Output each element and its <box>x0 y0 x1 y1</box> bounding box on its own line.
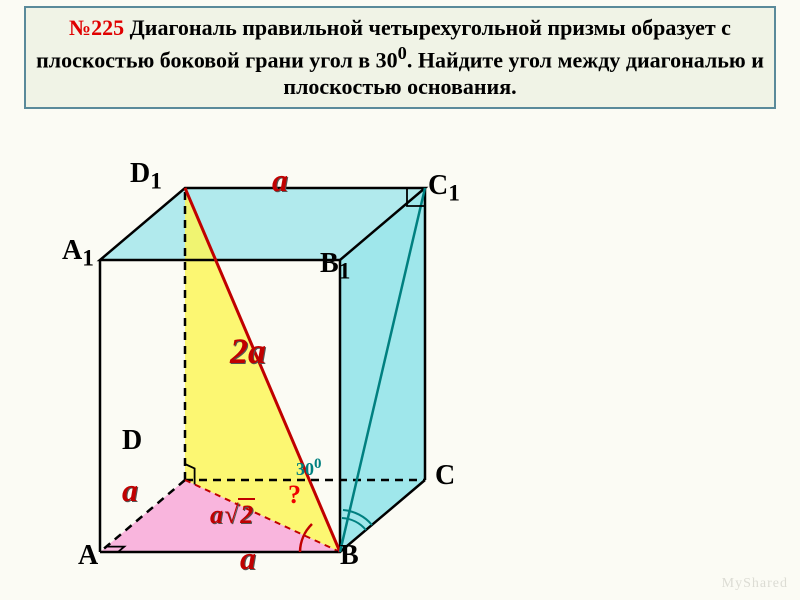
label-a-sqrt2: a√2 <box>210 500 255 530</box>
label-D: D <box>122 425 142 457</box>
label-C: C <box>435 460 455 492</box>
label-A1: A1 <box>62 235 94 273</box>
label-B1: B1 <box>320 248 350 286</box>
label-angle30: 300 <box>296 456 322 480</box>
label-a-bottom: a <box>240 540 256 577</box>
label-a-top: a <box>272 162 288 199</box>
watermark: MyShared <box>722 576 788 592</box>
label-2a: 2a <box>230 330 266 372</box>
label-B: B <box>340 540 359 572</box>
label-A: A <box>78 540 98 572</box>
label-a-left: a <box>122 472 138 509</box>
label-C1: C1 <box>428 170 460 208</box>
prism-diagram <box>0 0 800 600</box>
label-D1: D1 <box>130 158 162 196</box>
label-question: ? <box>288 480 301 510</box>
